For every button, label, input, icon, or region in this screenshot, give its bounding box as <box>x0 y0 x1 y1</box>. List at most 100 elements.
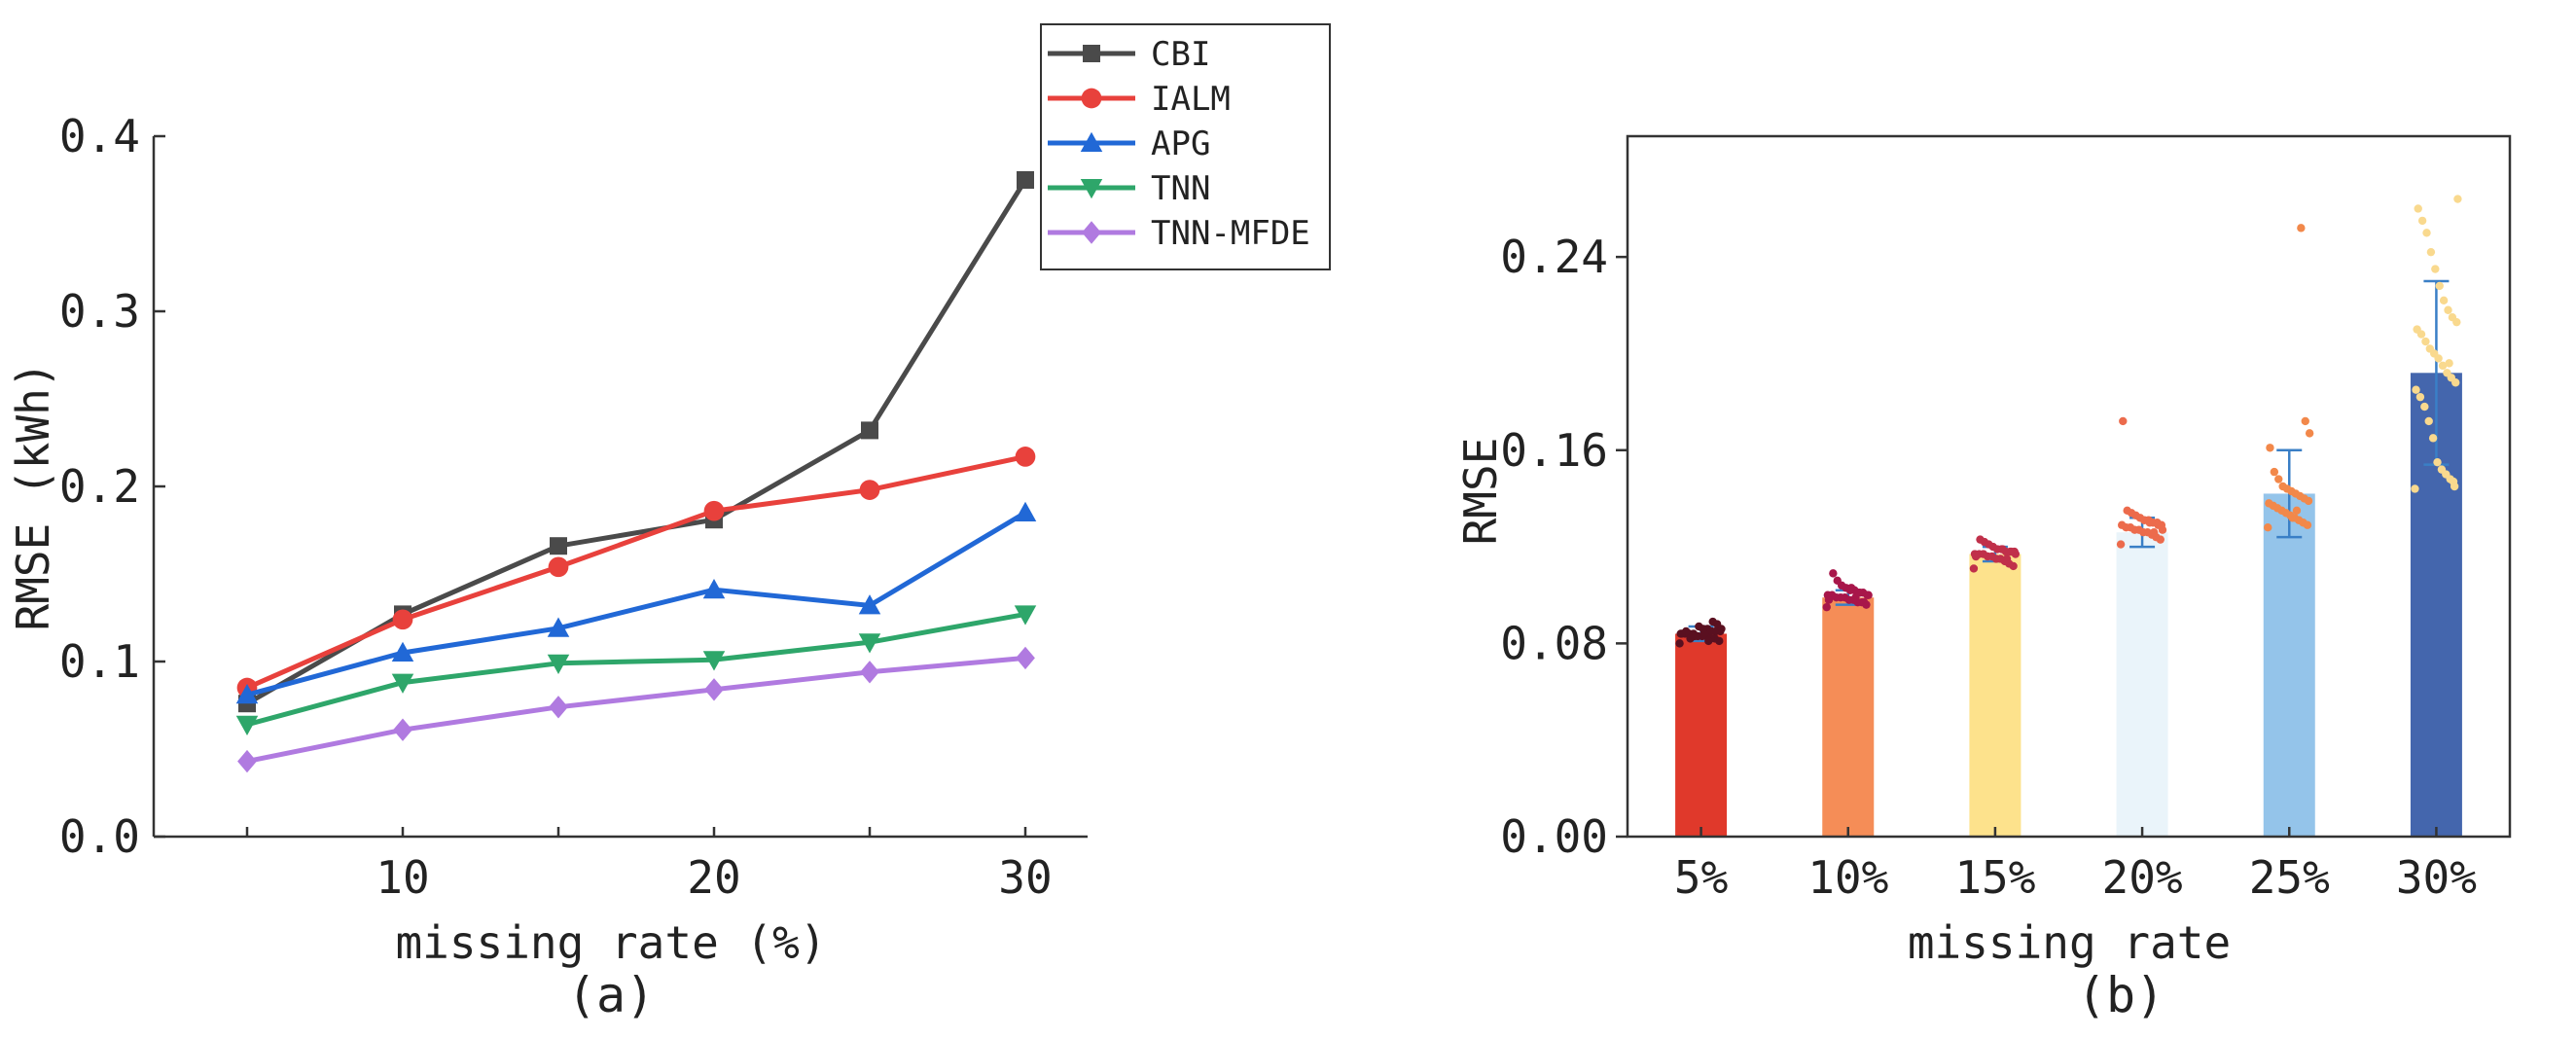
data-point <box>548 556 569 578</box>
data-point <box>2448 313 2457 322</box>
points-30pct <box>2411 195 2462 493</box>
y-tick-label: 0.3 <box>59 285 140 338</box>
data-point <box>2123 506 2131 516</box>
y-tick-label: 0.0 <box>59 810 140 863</box>
x-tick-label: 10% <box>1807 851 1888 904</box>
y-tick-label: 0.24 <box>1500 231 1608 283</box>
data-point <box>1017 171 1034 189</box>
data-point <box>393 718 412 741</box>
data-point <box>2421 337 2430 346</box>
data-point <box>2145 519 2154 527</box>
data-point <box>861 421 878 440</box>
data-point <box>237 749 257 773</box>
series-cbi <box>238 171 1034 713</box>
data-point <box>2274 475 2283 483</box>
data-point <box>1015 447 1036 467</box>
data-point <box>2266 444 2274 452</box>
data-point <box>1824 595 1834 604</box>
y-tick-label: 0.00 <box>1500 810 1608 863</box>
series-group-a <box>235 171 1037 773</box>
data-point <box>1851 593 1860 602</box>
data-point <box>2435 281 2444 291</box>
legend-label: CBI <box>1151 35 1210 74</box>
data-point <box>2119 416 2128 426</box>
points-25pct <box>2264 224 2314 532</box>
data-point <box>1822 602 1831 612</box>
data-point <box>1014 605 1037 626</box>
data-point <box>2288 514 2297 522</box>
data-point <box>1864 591 1873 599</box>
y-ticks-a: 0.0 0.1 0.2 0.3 0.4 <box>59 110 165 863</box>
legend-item-ialm: IALM <box>1048 80 1231 119</box>
data-point <box>1998 545 2007 554</box>
legend-marker <box>1080 131 1103 152</box>
data-point <box>1675 639 1684 648</box>
y-tick-label: 0.08 <box>1500 617 1608 669</box>
data-point <box>2453 195 2462 203</box>
data-point <box>391 641 414 662</box>
y-axis-label-a: RMSE (kWh) <box>7 362 59 631</box>
bar-20pct <box>2116 532 2168 837</box>
points-15pct <box>1969 535 2021 573</box>
data-point <box>2449 477 2458 486</box>
series-apg <box>235 501 1037 704</box>
legend-label: APG <box>1151 125 1210 163</box>
data-point <box>2002 555 2012 563</box>
data-point <box>1833 576 1842 586</box>
bar-chart-b: 0.00 0.08 0.16 0.24 5% 10% 15% 20% 25% 30% missi… <box>1454 134 2512 1023</box>
data-point <box>2428 434 2438 443</box>
data-point <box>2426 247 2436 257</box>
legend-item-tnn-mfde: TNN-MFDE <box>1048 214 1310 253</box>
data-point <box>2415 392 2425 402</box>
data-point <box>1686 634 1695 643</box>
bar-5pct <box>1675 633 1728 837</box>
data-point <box>2301 416 2309 426</box>
data-point <box>2437 465 2447 474</box>
plot-frame-b <box>1626 134 2512 839</box>
data-point <box>1016 646 1035 670</box>
legend-marker <box>1080 179 1103 199</box>
line-chart-a: 0.00.10.20.30.4 10 20 30 missing rate (%) … <box>7 23 1331 1023</box>
y-tick-label: 0.1 <box>59 635 140 688</box>
data-point <box>2305 429 2314 438</box>
legend-marker <box>1082 221 1101 244</box>
data-point <box>1976 535 1985 544</box>
series-ialm <box>236 447 1036 698</box>
points-20pct <box>2116 416 2167 549</box>
x-axis-label-a: missing rate (%) <box>395 916 826 969</box>
bar-15pct <box>1969 554 2021 837</box>
legend-marker <box>1083 45 1100 62</box>
data-point <box>1677 629 1686 638</box>
data-point <box>235 683 259 704</box>
points-5pct <box>1675 617 1726 648</box>
data-point <box>2443 369 2451 377</box>
data-point <box>704 678 724 701</box>
data-point <box>2412 385 2420 394</box>
data-point <box>2264 523 2272 532</box>
data-point <box>2422 229 2431 237</box>
data-point <box>2414 204 2422 213</box>
legend-item-cbi: CBI <box>1048 35 1210 74</box>
data-point <box>2411 484 2419 493</box>
data-point <box>391 673 414 694</box>
series-line <box>246 611 1026 728</box>
bar-10pct <box>1822 597 1875 837</box>
y-ticks-b: 0.00 0.08 0.16 0.24 <box>1500 231 1628 863</box>
y-tick-label: 0.2 <box>59 460 140 513</box>
series-line <box>246 655 1026 765</box>
data-point <box>1969 564 1979 573</box>
data-point <box>859 480 880 500</box>
data-point <box>549 696 568 719</box>
caption-a: (a) <box>567 967 655 1023</box>
data-point <box>2297 224 2306 233</box>
data-point <box>1014 501 1037 521</box>
legend-label: IALM <box>1151 80 1231 119</box>
data-point <box>858 594 881 615</box>
series-line <box>245 453 1026 691</box>
data-point <box>2417 216 2427 226</box>
legend-item-apg: APG <box>1048 125 1210 163</box>
legend-item-tnn: TNN <box>1048 169 1210 208</box>
errorbars-group-b <box>1688 279 2450 643</box>
data-point <box>2265 499 2273 508</box>
